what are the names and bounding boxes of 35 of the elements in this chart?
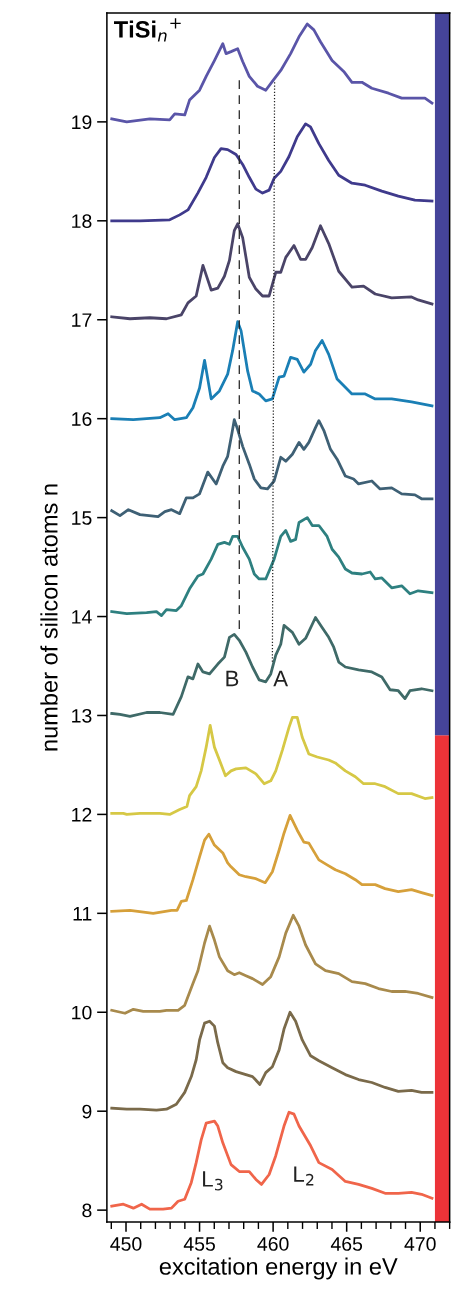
annotation: A xyxy=(273,670,289,687)
x-axis-title: excitation energy in eV xyxy=(159,1257,398,1280)
y-axis-title: number of silicon atoms n xyxy=(40,484,58,751)
y-tick-label: 17 xyxy=(72,313,92,327)
y-tick-label: 12 xyxy=(72,807,92,822)
line-series xyxy=(110,814,434,915)
y-tick-label: 15 xyxy=(72,511,92,525)
line-series xyxy=(110,616,434,718)
y-tick-label: 11 xyxy=(73,907,92,921)
y-tick-label: 16 xyxy=(72,412,92,426)
y-tick-label: 19 xyxy=(72,115,92,130)
y-tick-label: 14 xyxy=(72,610,92,624)
y-tick-label: 13 xyxy=(72,708,92,723)
x-tick-label: 450 xyxy=(110,1237,142,1251)
y-tick-label: 9 xyxy=(82,1104,92,1119)
y-tick-label: 10 xyxy=(72,1005,92,1020)
line-series xyxy=(110,1010,434,1112)
line-series xyxy=(110,418,434,519)
x-tick-label: 470 xyxy=(404,1237,436,1251)
line-series xyxy=(110,320,434,422)
line-series xyxy=(110,1110,434,1211)
line-series xyxy=(110,913,434,1015)
x-tick-label: 460 xyxy=(257,1237,289,1251)
line-series xyxy=(110,122,434,223)
line-series xyxy=(110,716,434,816)
x-tick-label: 465 xyxy=(330,1237,363,1251)
annotation: L$_{3}$ xyxy=(203,1171,223,1191)
x-tick-label: 455 xyxy=(183,1237,215,1251)
chart-title: TiSi$_{n}$$^{+}$ xyxy=(114,18,181,42)
annotation: B xyxy=(226,670,239,687)
y-tick-label: 8 xyxy=(82,1203,92,1218)
y-tick-label: 18 xyxy=(72,214,92,229)
line-series xyxy=(110,516,434,617)
annotation: L$_{2}$ xyxy=(294,1166,314,1186)
line-series xyxy=(110,222,434,321)
